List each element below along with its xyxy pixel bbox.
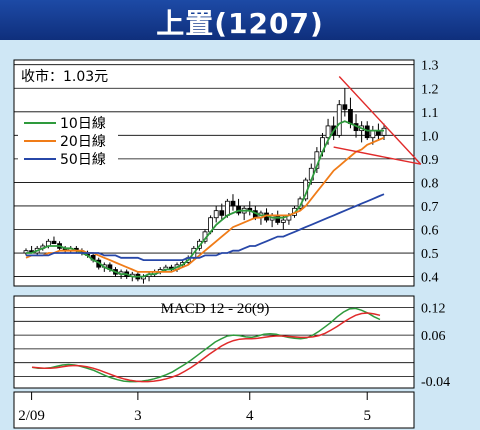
price-y-tick: 0.7 <box>421 200 439 215</box>
candle <box>230 194 236 211</box>
trend-lines <box>333 76 422 165</box>
price-y-tick: 1.1 <box>421 106 439 121</box>
legend-label: 20日線 <box>60 134 106 150</box>
legend-label: 50日線 <box>60 152 106 168</box>
ma-line-ma10 <box>26 120 384 278</box>
price-y-tick: 0.4 <box>421 271 439 286</box>
x-ticks: 2/09 3 4 5 <box>18 392 371 424</box>
x-axis-panel <box>13 391 415 429</box>
ma-line-ma50 <box>26 193 385 262</box>
candle <box>336 100 342 138</box>
x-tick-label: 2/09 <box>18 408 45 424</box>
candle <box>342 88 348 117</box>
x-tick-label: 5 <box>363 408 371 424</box>
macd-y-tick: -0.04 <box>421 375 450 390</box>
candle <box>381 123 387 141</box>
x-tick-label: 3 <box>134 408 142 424</box>
legend-bg <box>18 151 118 168</box>
legend-bg <box>18 115 118 132</box>
price-y-tick: 0.5 <box>421 247 439 262</box>
trend-line <box>338 76 422 165</box>
macd-grid <box>14 307 414 377</box>
macd-y-tick: 0.12 <box>421 302 446 317</box>
macd-title: MACD 12 - 26(9) <box>161 301 270 317</box>
candle <box>51 236 57 245</box>
price-y-ticks: 1.3 1.2 1.1 1.0 0.9 0.8 0.7 0.6 0.5 0.4 <box>421 59 439 286</box>
candle <box>213 205 219 223</box>
price-y-tick: 1.2 <box>421 82 439 97</box>
moving-averages <box>25 120 385 278</box>
price-panel <box>13 59 415 287</box>
price-label-box <box>18 66 130 86</box>
macd-series-1 <box>31 312 381 383</box>
candle <box>219 203 225 221</box>
legend-bg <box>18 133 118 150</box>
macd-lines <box>31 307 381 383</box>
price-y-tick: 0.6 <box>421 224 439 239</box>
x-tick-label: 4 <box>246 408 254 424</box>
macd-y-tick: 0.06 <box>421 329 446 344</box>
macd-series-0 <box>31 307 381 383</box>
chart-title: 上置(1207) <box>156 7 324 40</box>
price-y-tick: 0.9 <box>421 153 439 168</box>
title-bar: 上置(1207) <box>0 0 480 40</box>
legend-label: 10日線 <box>60 116 106 132</box>
price-y-tick: 0.8 <box>421 176 439 191</box>
price-y-tick: 1.3 <box>421 59 439 74</box>
macd-y-ticks: 0.12 0.06 -0.04 <box>421 302 450 391</box>
trend-line <box>333 146 421 165</box>
price-y-tick: 1.0 <box>421 129 439 144</box>
price-label: 收市：1.03元 <box>21 68 108 85</box>
candle <box>236 198 241 216</box>
legend: 10日線 20日線 50日線 <box>18 115 118 168</box>
